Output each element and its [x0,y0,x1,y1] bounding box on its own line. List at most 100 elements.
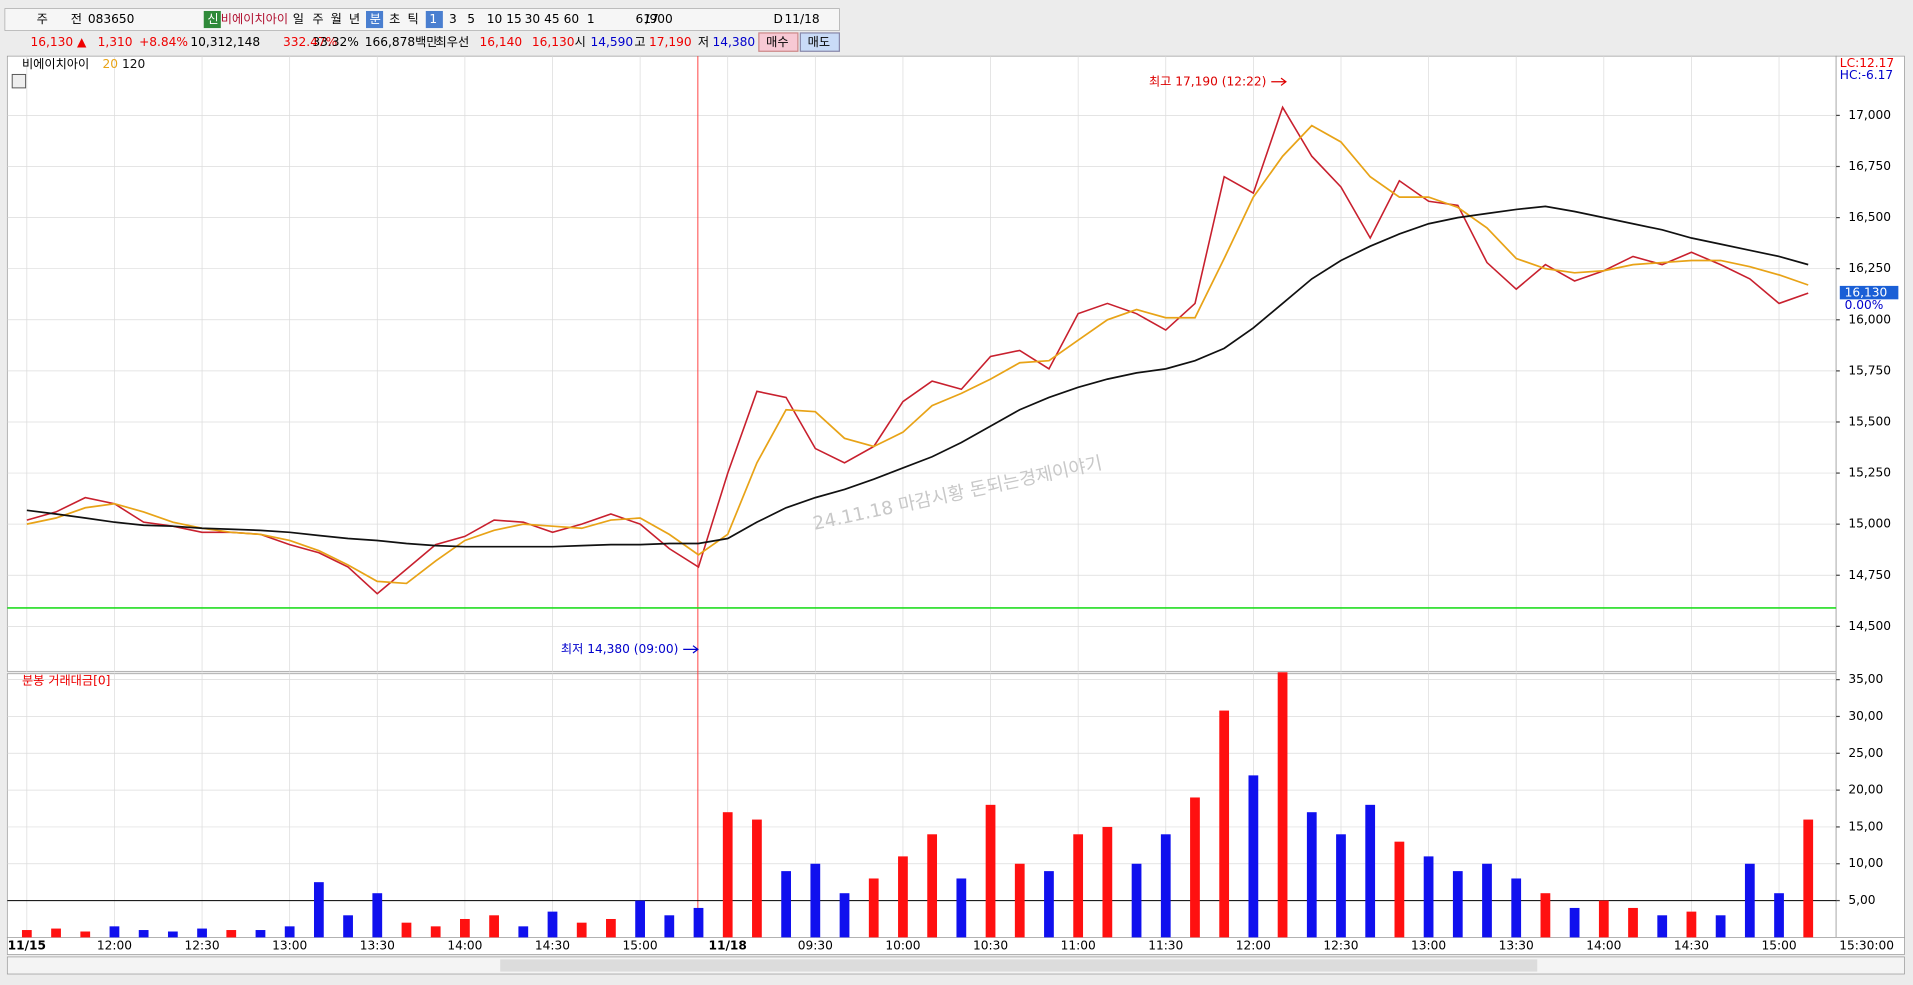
volume-bar [1102,826,1113,938]
order-button-label[interactable]: 매도 [808,35,830,49]
toolbar-item[interactable]: 주 [312,12,323,26]
toolbar-item[interactable]: 083650 [88,12,135,26]
toolbar-item[interactable]: 10 [487,12,503,26]
legend-item[interactable]: 비에이치아이 [22,57,89,71]
volume-bar [51,928,61,938]
volume-bar [1686,911,1697,938]
x-tick-label: 11:00 [1061,938,1096,952]
volume-bar [1190,797,1200,938]
current-price-box [1839,285,1899,300]
y-tick-label: 16,250 [1848,261,1891,275]
volume-bar [255,930,266,938]
toolbar-item[interactable]: 5 [467,12,475,26]
volume-bar [1394,841,1405,938]
volume-bar [1365,804,1376,938]
x-tick-label: 12:30 [1323,938,1358,952]
toolbar-item[interactable]: 신 [207,12,218,26]
scroll-thumb[interactable] [500,959,1538,972]
series-line [26,205,1809,548]
toolbar-item[interactable]: 비에이치아이 [221,12,288,26]
buy-button[interactable] [758,32,799,52]
toolbar-item[interactable]: 15 [506,12,522,26]
order-button-label[interactable]: 매수 [766,35,788,49]
volume-bar [1715,915,1726,938]
volume-title: 분봉 거래대금[0] [22,674,110,688]
volume-bar [547,911,558,938]
low-arrow [683,645,699,654]
toolbar-item[interactable]: 전 [71,12,82,26]
volume-bar [985,804,996,938]
volume-bar [722,812,733,938]
toolbar-item[interactable]: 월 [331,12,342,26]
x-tick-label: 13:30 [360,938,395,952]
y-tick-label: 14,750 [1848,568,1891,582]
x-tick-label: 14:00 [1586,938,1621,952]
info-item: 1,310 [98,35,133,49]
high-annotation: 최고 17,190 (12:22) [1149,74,1266,88]
toolbar-item[interactable]: 분 [370,12,381,26]
x-tick-label: 14:00 [447,938,482,952]
y-tick-label: 16,000 [1848,312,1891,326]
hc-label: HC:-6.17 [1840,68,1893,82]
low-annotation: 최저 14,380 (09:00) [561,642,678,656]
toolbar-item[interactable]: 초 [389,12,400,26]
volume-bar [1540,893,1551,938]
volume-bar [1774,893,1784,938]
info-item: 33.32% [312,35,358,49]
x-tick-label: 12:00 [1236,938,1271,952]
sell-button[interactable] [799,32,840,52]
volume-bar [1657,915,1668,938]
volume-bar [576,922,587,938]
toolbar-item[interactable]: 1 [587,12,595,26]
volume-bar [226,930,237,938]
toolbar-item[interactable]: 3 [449,12,457,26]
volume-bar [1482,863,1492,938]
volume-bar [606,918,616,938]
toolbar-item[interactable]: 60 [564,12,580,26]
toolbar-item[interactable]: 주 [37,12,48,26]
info-item: 332.47% [283,35,337,49]
volume-bar [752,819,762,938]
toolbar-item[interactable]: 617 [636,12,659,26]
volume-bar [1744,863,1755,938]
legend-item[interactable]: 20 [102,57,118,71]
y-tick-label: 14,500 [1848,619,1891,633]
y-tick-label: 15,500 [1848,414,1891,428]
toolbar-item[interactable]: D [773,12,782,26]
x-tick-label: 13:00 [1411,938,1446,952]
toolbar-item[interactable]: 년 [349,12,360,26]
toolbar-item[interactable]: 45 [544,12,560,26]
volume-bar [401,922,412,938]
panel-button[interactable] [11,73,27,89]
volume-bar [1306,812,1317,938]
y-tick-label: 16,500 [1848,210,1891,224]
toolbar-item[interactable]: 일 [293,12,304,26]
toolbar-item[interactable]: 틱 [407,12,418,26]
x-tick-label: 09:30 [798,938,833,952]
volume-bar [810,863,821,938]
volume-bar [1248,775,1259,938]
toolbar-item[interactable]: 1 [429,12,437,26]
price-panel [6,55,1837,672]
volume-bar [313,882,324,938]
volume-bar [167,931,178,938]
x-tick-label: 11:30 [1148,938,1183,952]
x-tick-label: 13:30 [1499,938,1534,952]
x-tick-label: 15:00 [1761,938,1796,952]
x-tick-label: 10:30 [973,938,1008,952]
x-tick-label: 15:00 [623,938,658,952]
toolbar-item[interactable]: 30 [525,12,541,26]
volume-bar [956,878,967,938]
volume-bar [1131,863,1142,938]
volume-bar [927,834,938,938]
toolbar-item[interactable]: /900 [645,12,672,26]
legend-item[interactable]: 120 [122,57,145,71]
volume-bar [664,915,675,938]
info-item: 166,878백만 [365,35,438,49]
volume-bar [518,926,529,938]
x-tick-label: 14:30 [1674,938,1709,952]
toolbar-item[interactable]: 11/18 [784,12,819,26]
toolbar-button-bg [425,10,443,29]
volume-bar [1569,907,1580,938]
